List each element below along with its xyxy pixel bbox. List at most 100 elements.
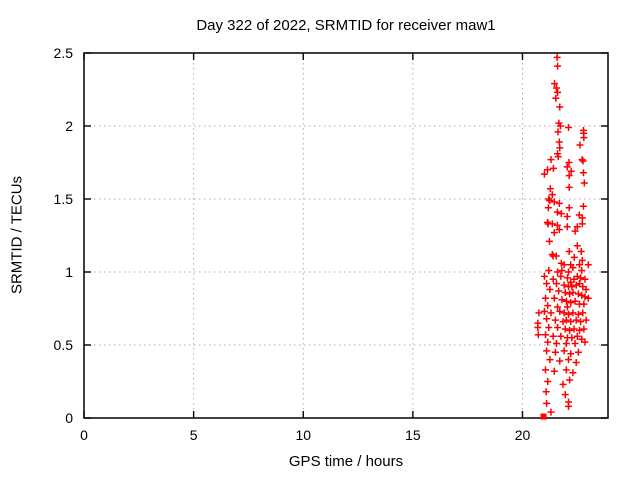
data-point [551,348,559,356]
data-point [561,325,569,333]
data-point [555,287,563,295]
data-point [582,316,590,324]
data-point [549,275,557,283]
data-point [568,334,576,342]
data-point [546,286,554,294]
data-point [581,293,589,301]
y-tick-label: 2 [65,118,73,134]
data-point [572,316,580,324]
data-point [544,378,552,385]
data-point [548,220,556,228]
data-point [570,253,578,261]
data-point-square [540,413,547,420]
data-point [573,223,581,231]
data-point [567,318,575,326]
data-point [579,169,587,177]
x-tick-label: 10 [295,427,311,443]
data-point [553,53,561,61]
y-tick-label: 1.5 [54,191,74,207]
data-point [558,267,566,275]
data-point [568,283,576,291]
x-tick-label: 0 [80,427,88,443]
data-point [549,164,557,172]
data-point [552,84,560,92]
chart-title: Day 322 of 2022, SRMTID for receiver maw… [196,17,496,34]
data-point [569,369,577,377]
data-point [580,134,588,142]
data-point [578,214,586,222]
data-point [571,340,579,348]
data-point [584,261,592,269]
data-point [574,310,582,318]
data-point [575,261,583,269]
data-point [546,196,554,204]
data-point [550,367,558,375]
data-point [556,103,564,111]
data-point [577,248,585,256]
data-point [554,153,562,161]
data-point [563,274,571,282]
data-point [574,290,582,298]
data-point [551,80,559,88]
data-point [565,183,573,191]
data-point [578,156,586,164]
data-point [553,208,561,216]
data-point [565,402,573,410]
data-point [547,408,555,416]
data-point [540,272,548,280]
data-point [556,122,564,130]
data-point [562,366,570,374]
data-point [573,272,581,280]
data-point [582,286,590,294]
data-point [554,88,562,96]
data-point [555,138,563,146]
data-point [565,248,573,256]
data-point [540,307,548,315]
data-point [554,128,562,136]
x-tick-label: 20 [515,427,531,443]
data-point [546,185,554,193]
data-point [560,347,568,355]
data-point [542,366,550,374]
data-point [543,315,551,323]
data-point [580,179,588,187]
data-point [561,288,569,296]
data-point [548,250,556,258]
data-point [552,340,560,348]
data-point [565,123,573,131]
data-point [534,323,542,331]
data-point [555,199,563,207]
data-point [554,323,562,331]
data-point [572,281,580,289]
y-tick-label: 0.5 [54,337,74,353]
data-point [542,331,550,339]
data-point [575,326,583,334]
data-point [565,268,573,276]
plot-border [83,52,609,419]
data-point [554,303,562,311]
data-point [560,309,568,317]
x-axis-label: GPS time / hours [288,453,404,470]
data-point [577,274,585,282]
data-point [547,156,555,164]
data-point [549,332,557,340]
data-point [550,198,558,206]
y-tick-label: 0 [65,410,73,426]
data-point [563,213,571,221]
data-point [546,356,554,364]
data-point [543,280,551,288]
data-point [550,294,558,302]
data-point [579,202,587,210]
data-point [559,318,567,326]
data-point [565,204,573,212]
data-point [576,141,584,149]
data-point [551,316,559,324]
data-point [565,356,573,364]
data-point [557,210,565,218]
data-point [560,281,568,289]
data-point [569,309,577,317]
data-point [567,299,575,307]
data-point [566,376,574,384]
data-point [580,325,588,333]
